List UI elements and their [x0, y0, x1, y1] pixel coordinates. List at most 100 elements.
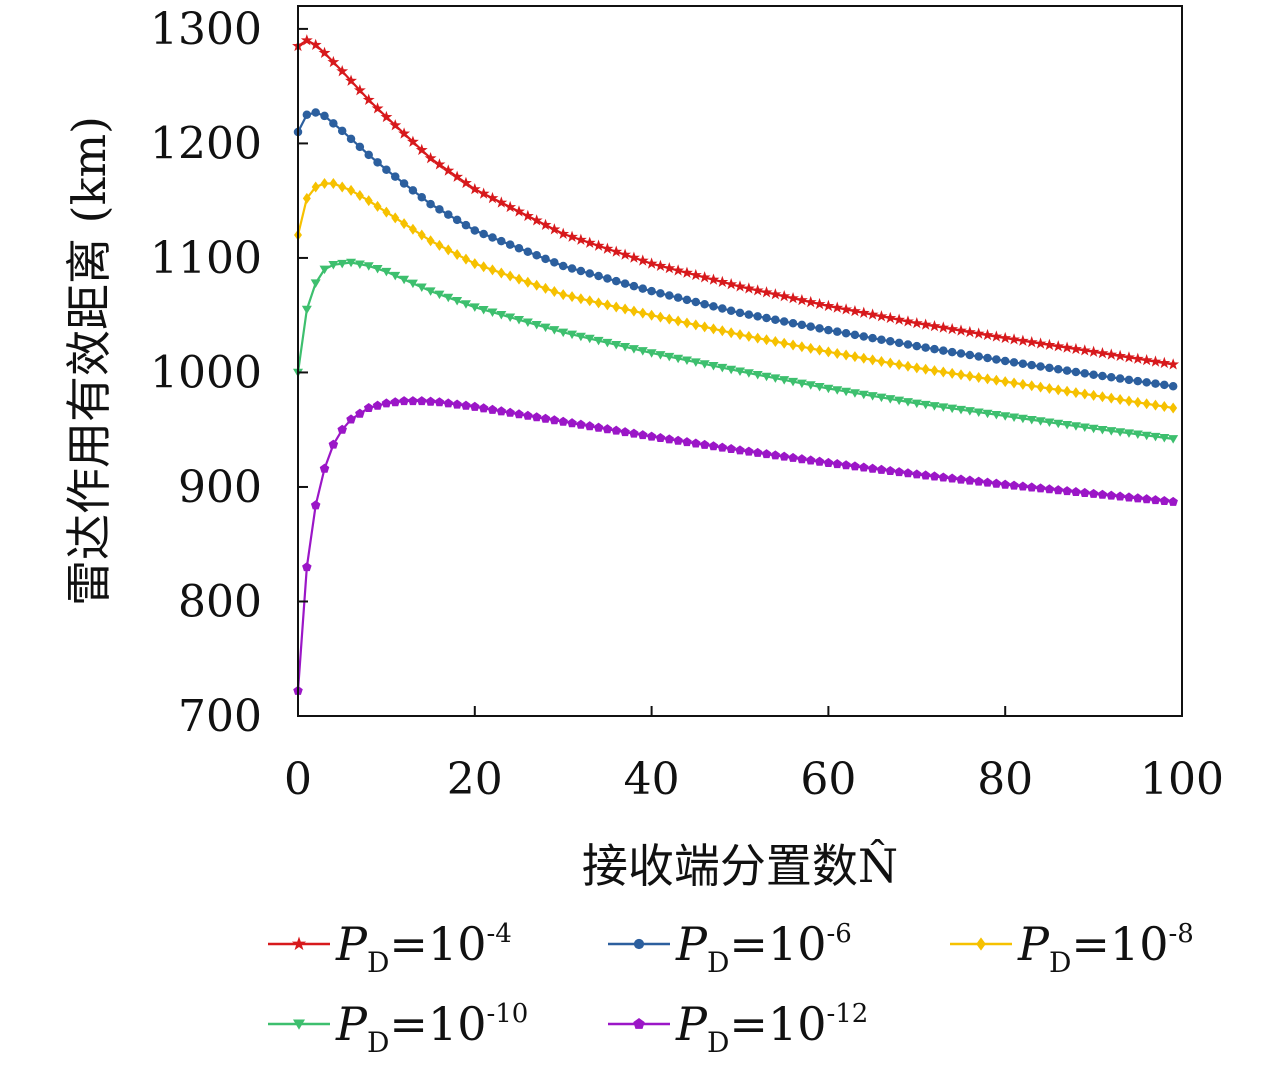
data-point — [1035, 483, 1046, 493]
data-point — [444, 210, 453, 219]
data-point — [1035, 417, 1046, 426]
data-point — [461, 253, 470, 265]
data-point — [408, 223, 417, 235]
data-point — [947, 404, 958, 414]
data-point — [1088, 488, 1099, 498]
data-point — [928, 319, 941, 332]
data-point — [584, 334, 595, 344]
data-point — [655, 351, 666, 360]
data-point — [309, 38, 322, 50]
data-point — [620, 427, 630, 437]
data-point — [718, 325, 727, 337]
data-point — [390, 172, 400, 181]
legend-marker — [976, 937, 986, 951]
data-point — [328, 261, 339, 270]
data-point — [708, 362, 719, 371]
data-point — [841, 460, 851, 470]
data-point — [770, 450, 781, 460]
data-point — [824, 346, 833, 358]
data-point — [390, 271, 401, 281]
data-point — [734, 280, 746, 292]
y-axis-title: 雷达作用有效距离 (km) — [62, 116, 116, 606]
data-point — [433, 158, 446, 170]
data-point — [814, 456, 825, 466]
data-point — [540, 413, 551, 423]
data-point — [955, 324, 967, 336]
data-point — [363, 262, 374, 271]
y-tick-label: 1200 — [150, 118, 262, 169]
data-point — [929, 402, 940, 411]
data-point — [638, 430, 648, 440]
data-point — [363, 402, 374, 412]
data-point — [956, 405, 966, 415]
data-point — [408, 396, 418, 406]
data-point — [779, 317, 789, 326]
data-point — [398, 127, 411, 139]
data-point — [629, 281, 639, 291]
data-point — [1124, 395, 1133, 407]
data-point — [426, 199, 435, 209]
data-point — [505, 407, 515, 417]
data-point — [770, 374, 781, 383]
data-point — [973, 408, 984, 417]
data-point — [920, 470, 931, 480]
data-point — [1009, 358, 1019, 367]
data-point — [302, 192, 311, 204]
data-point — [823, 384, 834, 394]
data-point — [735, 308, 745, 318]
data-point — [557, 227, 570, 239]
data-point — [842, 349, 851, 361]
data-point — [523, 276, 532, 288]
data-point — [797, 454, 807, 464]
data-point — [1168, 435, 1179, 444]
data-point — [903, 468, 913, 478]
data-point — [1070, 422, 1081, 431]
data-point — [336, 65, 349, 77]
data-point — [859, 352, 868, 364]
data-point — [876, 464, 887, 474]
data-point — [1158, 356, 1171, 369]
data-point — [815, 344, 824, 356]
data-point — [1167, 358, 1180, 370]
x-tick-label: 0 — [284, 754, 312, 805]
data-point — [717, 363, 728, 373]
data-point — [1116, 394, 1125, 406]
data-point — [911, 399, 922, 409]
data-point — [1062, 486, 1072, 496]
data-point — [894, 396, 905, 406]
data-point — [850, 351, 859, 363]
data-point — [470, 226, 480, 235]
data-point — [443, 293, 454, 303]
data-point — [389, 119, 402, 131]
data-point — [921, 343, 930, 352]
data-point — [576, 293, 585, 305]
data-point — [558, 416, 568, 426]
data-point — [541, 282, 550, 294]
data-point — [868, 354, 877, 366]
series-5 — [293, 396, 1178, 695]
data-point — [371, 102, 384, 114]
data-point — [408, 186, 418, 195]
data-point — [391, 212, 400, 224]
legend-entry: PD=10-10 — [268, 997, 528, 1059]
data-point — [1062, 366, 1072, 375]
legend: PD=10-4 PD=10-6 PD=10-8 PD=10-10 PD=10-12 — [268, 917, 1194, 1059]
data-point — [468, 182, 481, 195]
data-point — [301, 305, 312, 315]
data-point — [1150, 432, 1161, 442]
data-point — [487, 308, 498, 317]
data-point — [1027, 360, 1036, 370]
data-point — [1142, 378, 1151, 387]
data-point — [328, 439, 339, 449]
data-point — [832, 386, 843, 395]
data-point — [594, 271, 603, 281]
data-point — [789, 339, 798, 351]
data-point — [576, 266, 586, 276]
data-point — [868, 333, 877, 343]
data-point — [752, 370, 763, 380]
data-point — [674, 315, 683, 327]
data-point — [407, 279, 418, 289]
data-point — [1132, 430, 1143, 440]
data-point — [1133, 376, 1143, 386]
data-point — [584, 421, 595, 431]
